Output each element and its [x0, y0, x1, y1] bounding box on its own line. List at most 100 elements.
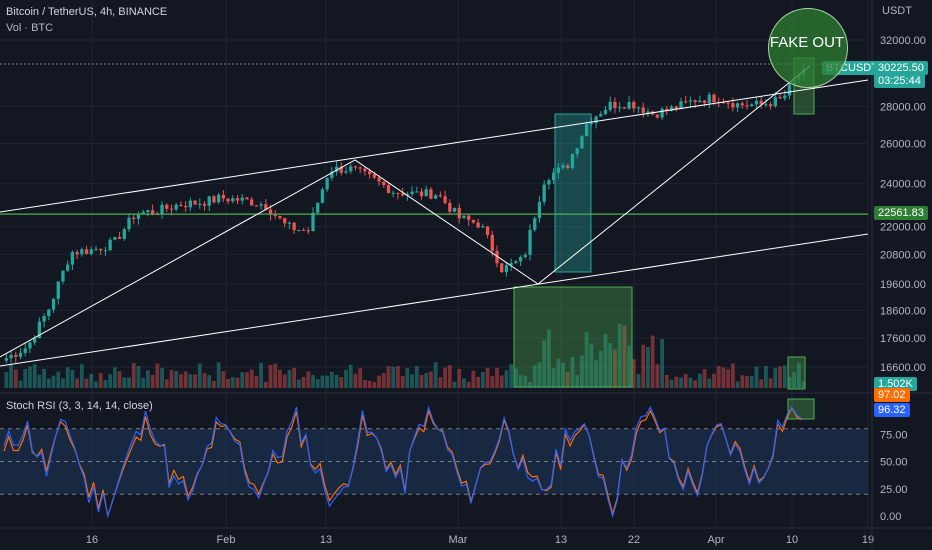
rsi-tick-label: 50.00 [880, 457, 908, 469]
time-tick-label: Mar [449, 534, 468, 546]
fake-out-circle [768, 8, 848, 88]
volume-bar [410, 374, 414, 388]
candle-body [287, 222, 292, 224]
volume-bar [61, 378, 65, 388]
candle-body [452, 207, 457, 212]
wave-path [0, 65, 811, 358]
volume-bar [787, 376, 792, 388]
candle-body [566, 165, 570, 168]
candle-body [66, 264, 70, 271]
volume-bar [542, 340, 547, 388]
candle-body [504, 265, 509, 273]
candle-body [396, 192, 400, 194]
candle-body [405, 194, 410, 196]
volume-bar [683, 373, 688, 388]
volume-bar [193, 374, 197, 388]
candle-body [698, 100, 702, 103]
volume-bar [141, 377, 146, 388]
volume-bar [311, 374, 315, 388]
candle-body [349, 166, 353, 172]
volume-bar [476, 376, 481, 388]
volume-bar [334, 374, 339, 388]
upper-channel-line [0, 79, 869, 213]
volume-bar [764, 366, 768, 388]
pump-box [554, 113, 592, 273]
volume-bar [240, 372, 245, 388]
volume-bar [405, 368, 410, 388]
volume-bar [513, 368, 518, 388]
candle-body [122, 229, 126, 239]
candle-body [56, 281, 60, 299]
volume-badge: 1.502K [874, 377, 917, 391]
volume-bar [641, 344, 646, 388]
price-tick-label: 16600.00 [880, 362, 926, 374]
volume-bar [438, 377, 443, 388]
time-tick-label: 13 [555, 534, 567, 546]
volume-bar [613, 349, 617, 388]
volume-bar [146, 370, 150, 388]
candle-body [363, 168, 367, 172]
candle-body [14, 354, 18, 357]
candle-body [551, 172, 556, 181]
volume-bar [697, 373, 702, 388]
volume-bar [4, 372, 9, 388]
candle-body [594, 116, 598, 123]
volume-bar [565, 371, 570, 388]
volume-bar [320, 375, 325, 388]
volume-bar [131, 363, 136, 388]
countdown-badge: 03:25:44 [874, 74, 925, 88]
volume-bar [466, 381, 471, 388]
volume-bar [797, 363, 801, 388]
trend-lines [0, 63, 869, 367]
candle-body [500, 263, 504, 273]
volume-bar [292, 367, 297, 388]
volume-bar [325, 375, 330, 388]
volume-bar [617, 323, 622, 388]
candle-body [150, 210, 155, 214]
candle-body [301, 229, 306, 231]
volume-bar [37, 374, 42, 388]
time-tick-label: Feb [217, 534, 236, 546]
volume-bars [4, 323, 806, 388]
volume-bar [282, 374, 287, 388]
volume-bar [9, 363, 13, 388]
volume-bar [660, 339, 664, 388]
volume-bar [730, 363, 735, 388]
volume-bar [160, 367, 164, 388]
candle-body [580, 136, 584, 149]
candle-body [721, 102, 726, 104]
candle-body [476, 222, 480, 228]
candle-body [768, 104, 773, 107]
volume-bar [759, 379, 764, 388]
volume-bar [674, 376, 679, 388]
volume-bar [650, 335, 655, 388]
candle-body [320, 189, 325, 203]
volume-bar [773, 367, 778, 388]
volume-bar [735, 381, 740, 388]
volume-bar [702, 369, 707, 388]
volume-bar [94, 381, 98, 388]
volume-bar [782, 365, 787, 388]
candle-body [311, 212, 315, 232]
volume-bar [18, 380, 23, 388]
candle-body [599, 114, 603, 117]
candle-body [127, 217, 131, 230]
candle-body [245, 197, 249, 200]
volume-bar [254, 375, 259, 388]
volume-bar [353, 373, 358, 388]
candle-body [231, 198, 235, 202]
candle-body [316, 202, 320, 213]
time-tick-label: 16 [86, 534, 98, 546]
candle-body [745, 105, 749, 107]
candle-body [542, 184, 546, 202]
candle-body [750, 104, 754, 106]
candle-body [429, 189, 433, 199]
candle-body [89, 249, 93, 254]
volume-bar [287, 370, 292, 388]
candle-body [353, 166, 358, 168]
level-badge: 22561.83 [874, 206, 928, 220]
volume-bar [551, 368, 556, 388]
candle-body [575, 148, 579, 155]
candle-body [278, 215, 282, 219]
